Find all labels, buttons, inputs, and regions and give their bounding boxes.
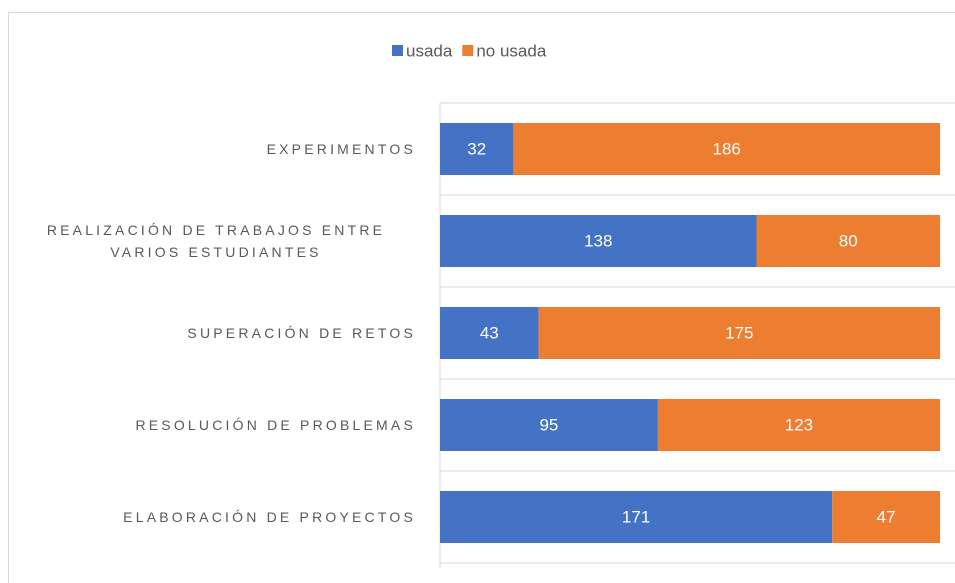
data-label: 186 (713, 140, 741, 159)
category-label: REALIZACIÓN DE TRABAJOS ENTRE VARIOS EST… (46, 222, 386, 260)
data-label: 123 (785, 416, 813, 435)
bar-segment (440, 215, 757, 267)
data-label: 47 (877, 508, 896, 527)
data-label: 175 (725, 324, 753, 343)
category-label-box: RESOLUCIÓN DE PROBLEMAS (16, 395, 416, 455)
data-label: 171 (622, 508, 650, 527)
data-label: 80 (839, 232, 858, 251)
bar-segment (832, 491, 940, 543)
legend-swatch (392, 45, 403, 56)
bar-segment (657, 399, 940, 451)
category-label-box: REALIZACIÓN DE TRABAJOS ENTRE VARIOS EST… (16, 211, 416, 271)
data-label: 43 (480, 324, 499, 343)
legend-label: no usada (476, 42, 546, 61)
bar-segment (440, 399, 658, 451)
bar-segment (440, 491, 833, 543)
category-label-box: SUPERACIÓN DE RETOS (16, 303, 416, 363)
category-label: RESOLUCIÓN DE PROBLEMAS (135, 417, 416, 433)
legend-label: usada (406, 42, 453, 61)
category-label-box: ELABORACIÓN DE PROYECTOS (16, 487, 416, 547)
data-label: 95 (539, 416, 558, 435)
legend-swatch (462, 45, 474, 56)
bar-segment (513, 123, 940, 175)
chart-frame (8, 12, 955, 583)
category-label: SUPERACIÓN DE RETOS (187, 325, 416, 341)
data-label: 32 (467, 140, 486, 159)
bar-segment (756, 215, 940, 267)
data-label: 138 (584, 232, 612, 251)
bar-segment (440, 307, 539, 359)
category-label: ELABORACIÓN DE PROYECTOS (123, 509, 416, 525)
category-label: EXPERIMENTOS (266, 141, 416, 157)
category-label-box: EXPERIMENTOS (16, 119, 416, 179)
bar-segment (440, 123, 514, 175)
bar-segment (538, 307, 940, 359)
